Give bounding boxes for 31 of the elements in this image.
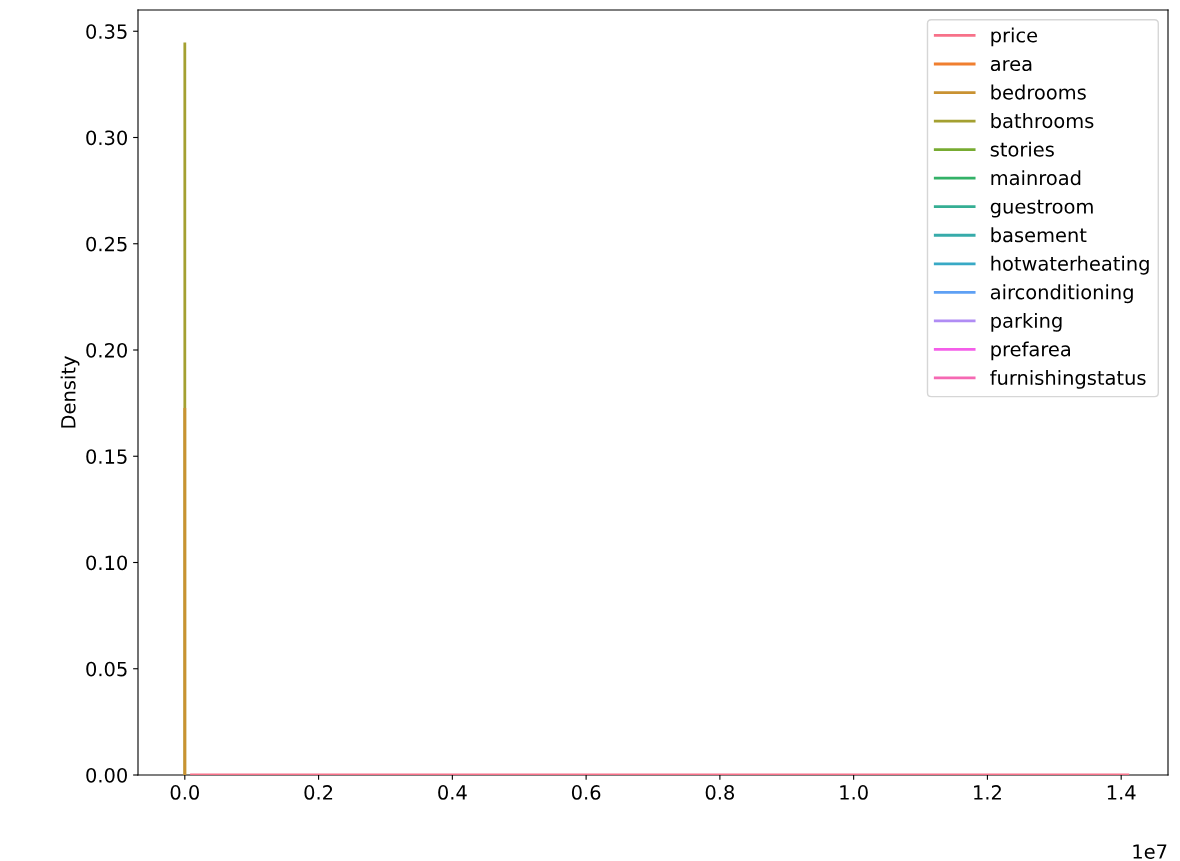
x-tick-label: 1.0 bbox=[840, 785, 868, 800]
y-tick-label: 0.00 bbox=[86, 767, 127, 783]
legend-label: price bbox=[991, 27, 1038, 47]
legend-label: hotwaterheating bbox=[991, 255, 1149, 275]
y-tick-label: 0.35 bbox=[86, 24, 127, 39]
legend-label: guestroom bbox=[990, 199, 1093, 218]
legend-label: bedrooms bbox=[991, 84, 1086, 100]
x-tick-label: 0.6 bbox=[571, 785, 601, 800]
y-tick-label: 0.05 bbox=[86, 661, 127, 677]
y-axis-title: Density bbox=[60, 356, 80, 428]
legend-label: area bbox=[990, 59, 1032, 72]
y-tick-label: 0.20 bbox=[86, 342, 127, 358]
y-tick-label: 0.30 bbox=[86, 130, 127, 146]
y-tick-label: 0.15 bbox=[86, 449, 127, 464]
x-tick-label: 1.2 bbox=[974, 785, 1001, 800]
legend-label: bathrooms bbox=[991, 113, 1094, 129]
x-tick-label: 0.0 bbox=[170, 785, 199, 800]
legend-label: parking bbox=[991, 312, 1062, 332]
legend-label: basement bbox=[991, 227, 1087, 243]
x-tick-label: 1.4 bbox=[1107, 785, 1136, 800]
legend-label: airconditioning bbox=[990, 284, 1133, 304]
text: 1e7 bbox=[1133, 844, 1167, 859]
x-tick-label: 0.8 bbox=[705, 785, 735, 800]
y-tick-label: 0.25 bbox=[86, 236, 127, 252]
y-tick-label: 0.10 bbox=[86, 555, 127, 571]
x-tick-label: 0.4 bbox=[438, 785, 467, 800]
x-tick-label: 0.2 bbox=[304, 785, 333, 800]
legend-label: furnishingstatus bbox=[990, 369, 1146, 389]
legend-label: prefarea bbox=[991, 341, 1070, 361]
legend-label: mainroad bbox=[991, 170, 1081, 186]
legend-label: stories bbox=[990, 141, 1054, 157]
